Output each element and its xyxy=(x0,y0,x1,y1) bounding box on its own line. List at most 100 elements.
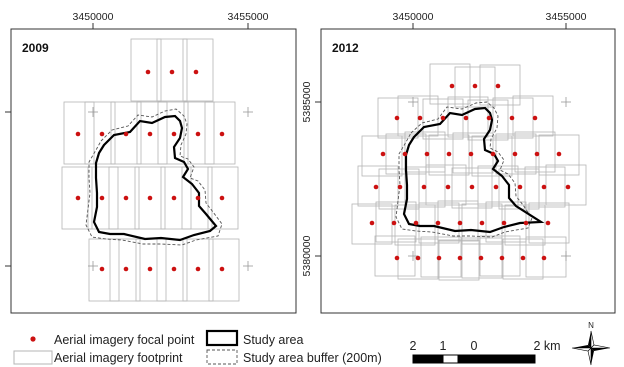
panel-frame xyxy=(10,28,297,314)
focal-point-marker xyxy=(99,131,105,137)
focal-point-marker xyxy=(493,184,499,190)
scale-label: 2 xyxy=(410,339,417,353)
focal-point-marker xyxy=(512,151,518,157)
focal-point-marker xyxy=(391,220,397,226)
footprint-rect xyxy=(182,38,214,102)
footprint-rect xyxy=(204,101,236,165)
focal-point-marker xyxy=(195,131,201,137)
legend-footprint-label: Aerial imagery footprint xyxy=(54,351,183,365)
legend-focal-point-label: Aerial imagery focal point xyxy=(54,333,195,347)
focal-point-marker xyxy=(541,255,547,261)
focal-point-marker xyxy=(394,255,400,261)
legend-buffer-symbol xyxy=(206,349,238,365)
x-tick-label: 3455000 xyxy=(546,11,587,23)
focal-point-marker xyxy=(75,131,81,137)
focal-point-marker xyxy=(394,115,400,121)
crosshair-markers xyxy=(408,97,571,261)
focal-point-marker xyxy=(495,83,501,89)
focal-point-marker xyxy=(171,195,177,201)
footprint-rect xyxy=(157,101,189,165)
footprint-rect xyxy=(361,135,403,177)
focal-point-marker xyxy=(541,184,547,190)
focal-point-marker xyxy=(195,266,201,272)
footprint-rect xyxy=(108,166,140,230)
north-arrow-icon: N xyxy=(571,321,611,366)
focal-point-marker xyxy=(486,115,492,121)
legend-study-area-symbol xyxy=(205,329,239,347)
footprint-rect xyxy=(467,99,509,141)
footprint-rect xyxy=(110,101,142,165)
focal-point-marker xyxy=(99,266,105,272)
focal-point-marker xyxy=(402,151,408,157)
panel-2012: 3450000 3455000 5385000 5380000 2012 xyxy=(301,11,616,314)
footprint-rect xyxy=(454,66,496,108)
focal-point-marker xyxy=(171,266,177,272)
study-area-buffer xyxy=(85,108,223,246)
legend-study-area-label: Study area xyxy=(243,333,304,347)
focal-point-marker xyxy=(445,184,451,190)
focal-point-marker xyxy=(490,151,496,157)
focal-point-marker xyxy=(501,220,507,226)
focal-point-marker xyxy=(457,220,463,226)
study-area-buffer xyxy=(395,101,533,238)
scale-segment xyxy=(457,354,475,364)
panel-year-label: 2012 xyxy=(332,41,359,55)
footprint-rect xyxy=(208,238,240,302)
focal-point-marker xyxy=(123,195,129,201)
focal-point-marker xyxy=(509,115,515,121)
scale-segment xyxy=(412,354,444,364)
focal-point-marker xyxy=(169,69,175,75)
scale-bar: 2 1 0 2 km xyxy=(410,339,561,364)
y-tick-label: 5385000 xyxy=(301,81,313,122)
focal-point-marker xyxy=(421,184,427,190)
focal-point-marker xyxy=(219,266,225,272)
x-tick-label: 3450000 xyxy=(73,11,114,23)
x-tick-marks xyxy=(315,23,567,257)
focal-point-marker xyxy=(534,151,540,157)
footprint-rect xyxy=(451,167,493,209)
focal-point-marker xyxy=(478,255,484,261)
footprint-rect xyxy=(404,166,446,208)
focal-point-marker xyxy=(499,255,505,261)
focal-point-marker xyxy=(219,195,225,201)
focal-point-marker xyxy=(373,184,379,190)
footprint-rect xyxy=(425,164,467,206)
focal-point-marker xyxy=(195,195,201,201)
scale-label: 0 xyxy=(471,339,478,353)
focal-point-marker xyxy=(417,115,423,121)
y-tick-label: 5380000 xyxy=(301,235,313,276)
footprint-rect xyxy=(84,101,116,165)
focal-point-marker xyxy=(435,220,441,226)
focal-point-marker xyxy=(193,69,199,75)
footprint-rect xyxy=(207,166,239,230)
footprint-rect xyxy=(182,238,214,302)
focal-points xyxy=(75,69,225,272)
focal-point-marker xyxy=(479,220,485,226)
focal-point-marker xyxy=(424,151,430,157)
footprint-rect xyxy=(156,38,188,102)
focal-point-marker xyxy=(99,195,105,201)
scale-label: 1 xyxy=(440,339,447,353)
focal-points xyxy=(369,83,571,261)
focal-point-marker xyxy=(469,184,475,190)
footprint-rect xyxy=(136,101,168,165)
focal-point-marker xyxy=(219,131,225,137)
focal-point-marker xyxy=(520,255,526,261)
focal-point-marker xyxy=(436,255,442,261)
x-tick-label: 3450000 xyxy=(393,11,434,23)
focal-point-marker xyxy=(532,115,538,121)
panel-2009: 3450000 3455000 2009 xyxy=(5,11,297,314)
imagery-footprints xyxy=(61,38,240,302)
focal-point-marker xyxy=(413,220,419,226)
footprint-rect xyxy=(130,38,162,102)
footprint-rect xyxy=(422,98,464,140)
study-area-outline xyxy=(92,114,218,242)
focal-point-marker xyxy=(517,184,523,190)
crosshair-markers xyxy=(88,107,253,271)
focal-point-marker xyxy=(123,131,129,137)
focal-point-marker xyxy=(472,83,478,89)
legend: Aerial imagery focal point Aerial imager… xyxy=(13,329,382,365)
legend-buffer-label: Study area buffer (200m) xyxy=(243,351,382,365)
focal-point-marker xyxy=(171,131,177,137)
